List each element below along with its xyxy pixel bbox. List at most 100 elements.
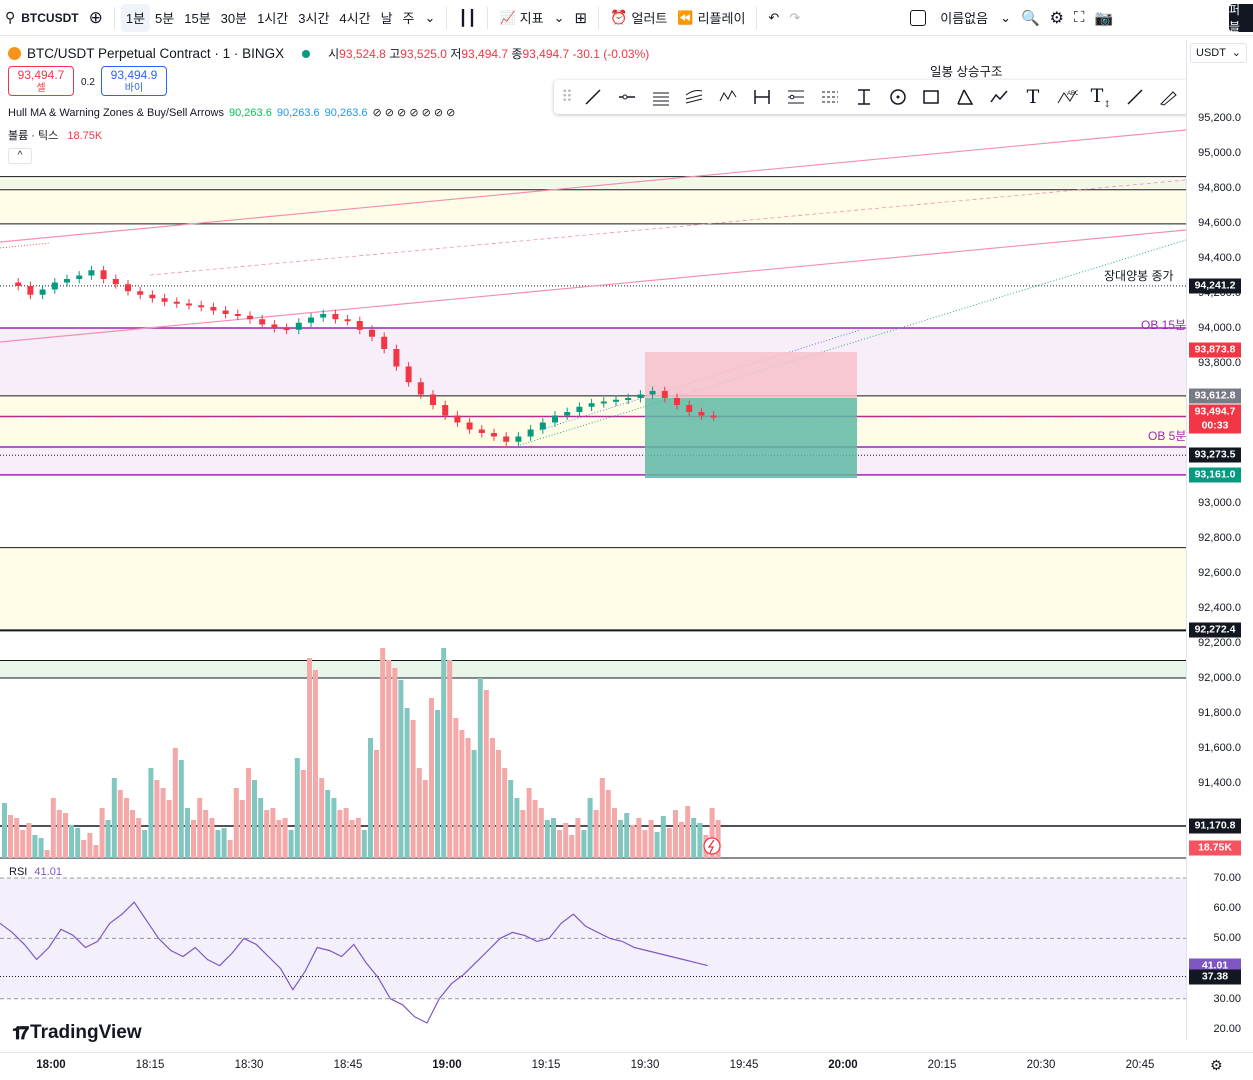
legend-title[interactable]: BTC/USDT Perpetual Contract · 1 · BINGX: [27, 46, 285, 61]
camera-icon: 📷: [1094, 9, 1114, 27]
spread-value: 0.2: [81, 77, 95, 88]
alert-button[interactable]: ⏰ 얼러트: [605, 4, 672, 32]
interval-day[interactable]: 날: [380, 11, 393, 26]
trend-channel-bottom: [0, 229, 1186, 343]
undo-button[interactable]: ↶: [763, 4, 784, 32]
compare-button[interactable]: ⊕: [84, 4, 108, 32]
interval-1m[interactable]: 1분: [120, 3, 151, 32]
volume-bar: [471, 750, 477, 858]
chart-type-button[interactable]: ┃┃: [453, 4, 481, 32]
anchored-text-tool[interactable]: ABC: [1050, 82, 1084, 112]
interval-4h[interactable]: 4시간: [339, 11, 371, 26]
candle-body: [88, 270, 95, 276]
volume-bar: [551, 818, 556, 858]
pattern-tool[interactable]: [711, 82, 745, 112]
layout-name-button[interactable]: 이름없음 ⌄: [905, 4, 1016, 32]
angle-tool[interactable]: [948, 82, 982, 112]
snapshot-button[interactable]: 📷: [1090, 4, 1119, 32]
publish-button[interactable]: 퍼블: [1229, 3, 1253, 34]
interval-30m[interactable]: 30분: [220, 11, 248, 26]
text-tool[interactable]: T: [1016, 82, 1050, 112]
volume-bar: [185, 808, 190, 858]
parallel-channel-tool[interactable]: [644, 82, 678, 112]
interval-5m[interactable]: 5분: [155, 11, 175, 26]
price-label: 92,272.4: [1189, 622, 1241, 638]
rsi-legend[interactable]: RSI 41.01: [9, 866, 62, 878]
hull-indicator-legend[interactable]: Hull MA & Warning Zones & Buy/Sell Arrow…: [8, 106, 455, 120]
volume-bar: [404, 708, 410, 858]
path-icon: [990, 90, 1008, 103]
price-tick: 94,600.0: [1198, 217, 1241, 229]
quick-search-button[interactable]: 🔍: [1016, 4, 1045, 32]
sell-button[interactable]: 93,494.7 셀: [8, 66, 74, 96]
chart-canvas[interactable]: [0, 0, 1186, 1052]
currency-select[interactable]: USDT ⌄: [1190, 43, 1247, 63]
candle-body: [308, 317, 314, 323]
interval-15m[interactable]: 15분: [184, 11, 211, 26]
candle-body: [381, 336, 388, 349]
price-axis[interactable]: 95,200.0 95,000.0 94,800.0 94,600.0 94,400.0…: [1186, 40, 1253, 1040]
settings-icon[interactable]: ⚙: [1210, 1057, 1223, 1073]
brush-tool[interactable]: [1118, 82, 1152, 112]
tv-logo-icon: 𝟏𝟕: [12, 1022, 29, 1043]
candle-body: [112, 279, 119, 285]
circle-tool[interactable]: [881, 82, 915, 112]
symbol-search-button[interactable]: ⚲ BTCUSDT: [0, 4, 84, 32]
interval-week[interactable]: 주: [402, 11, 415, 26]
square-icon: [910, 9, 927, 26]
drag-handle[interactable]: ⠿: [561, 89, 573, 106]
horizontal-ray-tool[interactable]: [610, 82, 644, 112]
volume-bar: [636, 818, 642, 858]
rsi-tick: 50.00: [1213, 932, 1241, 945]
highlighter-tool[interactable]: [1152, 82, 1186, 112]
time-axis[interactable]: ⚙ 18:00 18:15 18:30 18:45 19:00 19:15 19:30 19:…: [0, 1052, 1253, 1080]
interval-1h[interactable]: 1시간: [257, 11, 289, 26]
interval-3h[interactable]: 3시간: [298, 11, 330, 26]
symbol-legend: BTC/USDT Perpetual Contract · 1 · BINGX …: [8, 45, 649, 62]
flat-channel-tool[interactable]: [678, 82, 712, 112]
volume-bar: [307, 658, 312, 858]
interval-dropdown[interactable]: ⌄: [420, 4, 441, 32]
candle-body: [393, 349, 400, 367]
text-note-tool[interactable]: T↕: [1084, 82, 1118, 112]
volume-bar: [465, 738, 471, 858]
ichimoku-annotation[interactable]: 일봉 상승구조: [930, 65, 1003, 79]
redo-button[interactable]: ↷: [784, 4, 805, 32]
volume-bar: [605, 790, 611, 858]
settings-button[interactable]: ⚙: [1045, 4, 1069, 32]
big-bull-close-annotation[interactable]: 장대양봉 종가: [1104, 269, 1174, 283]
price-tick: 94,000.0: [1198, 322, 1241, 334]
volume-legend[interactable]: 볼륨 · 틱스 18.75K: [8, 127, 102, 143]
zoom-icon: 🔍: [1020, 9, 1040, 27]
rectangle-tool[interactable]: [915, 82, 949, 112]
ob5-annotation[interactable]: OB 5분: [1148, 429, 1187, 443]
rsi-tick: 20.00: [1213, 1023, 1241, 1035]
volume-bar: [520, 810, 526, 858]
text-note-icon: T↕: [1090, 84, 1111, 110]
ob15-annotation[interactable]: OB 15분: [1141, 318, 1187, 332]
collapse-legend-button[interactable]: ^: [8, 148, 32, 164]
fullscreen-button[interactable]: ⛶: [1069, 4, 1090, 32]
indicators-dropdown[interactable]: ⌄: [549, 4, 570, 32]
volume-bar: [233, 788, 239, 858]
demand-zone: [0, 547, 1186, 631]
fib-extension-tool[interactable]: [813, 82, 847, 112]
tradingview-logo[interactable]: 𝟏𝟕 TradingView: [12, 1022, 142, 1044]
volume-bar: [612, 808, 617, 858]
range-tool[interactable]: [745, 82, 779, 112]
fib-retracement-tool[interactable]: [779, 82, 813, 112]
buy-button[interactable]: 93,494.9 바이: [101, 66, 167, 96]
candle-body: [588, 403, 595, 407]
trend-line-tool[interactable]: [576, 82, 610, 112]
volume-bar: [258, 798, 264, 858]
layout-button[interactable]: ⊞: [569, 4, 592, 32]
candle-body: [442, 405, 449, 416]
close-value: 93,494.7: [522, 47, 570, 61]
path-tool[interactable]: [982, 82, 1016, 112]
indicators-button[interactable]: 📈 지표: [494, 4, 548, 32]
undo-icon: ↶: [768, 9, 780, 25]
replay-button[interactable]: ⏪ 리플레이: [672, 4, 750, 32]
price-range-tool[interactable]: [847, 82, 881, 112]
candle-body: [417, 382, 424, 395]
price-tick: 95,200.0: [1198, 112, 1241, 124]
